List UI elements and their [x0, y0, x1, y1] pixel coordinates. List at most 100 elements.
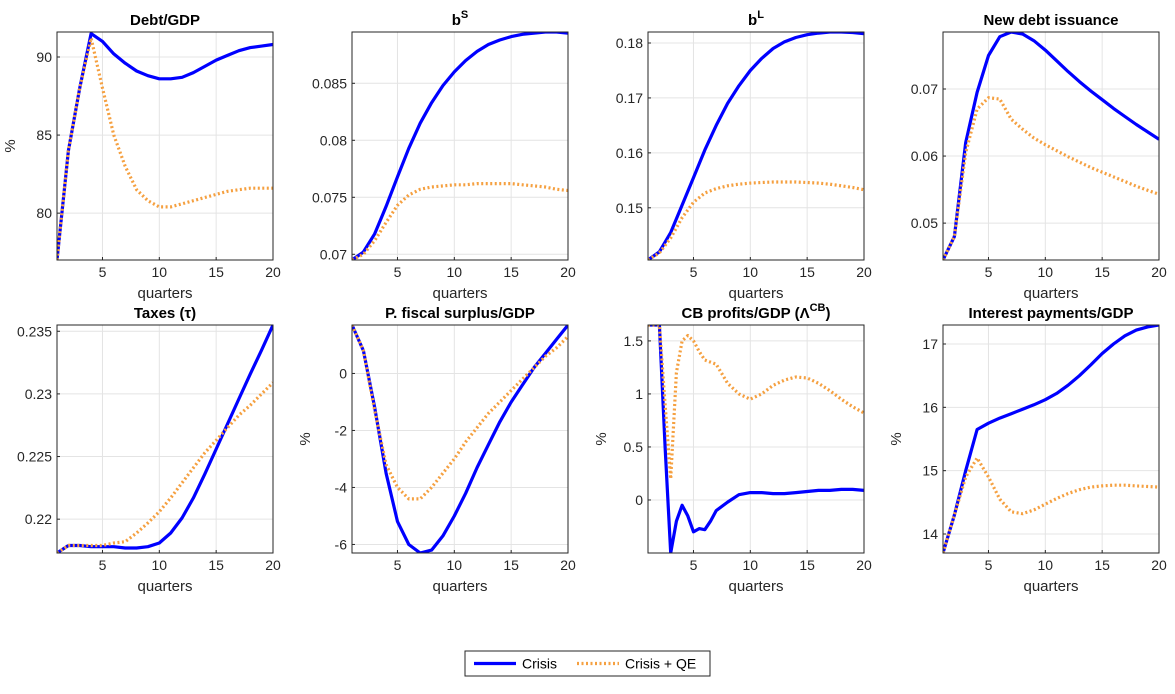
panel-2: 5 10 15 20 0.07 0.075 0.08 0.085 quarters bS: [312, 9, 576, 302]
x-tick-label: 10: [152, 557, 168, 573]
y-tick-label: 0.05: [911, 215, 938, 231]
x-tick-label: 5: [985, 264, 993, 280]
series-line-crisis: [57, 325, 273, 553]
y-tick-label: 1.5: [624, 333, 644, 349]
series-line-crisis: [57, 32, 273, 260]
series-line-crisis: [352, 32, 568, 260]
x-axis-label: quarters: [137, 285, 192, 302]
y-tick-label: 0.075: [312, 189, 347, 205]
panel-8: 5 10 15 20 14 15 16 17 quarters% Interest payment…: [888, 305, 1167, 595]
y-tick-label: 0.17: [616, 90, 643, 106]
y-tick-label: -2: [335, 422, 348, 438]
series-group: [648, 32, 864, 260]
series-group: [648, 325, 864, 553]
x-tick-label: 15: [1094, 264, 1110, 280]
panel-4: 5 10 15 20 0.05 0.06 0.07 quarters New debt issu…: [911, 12, 1167, 302]
y-tick-label: -6: [335, 536, 348, 552]
series-line-crisis: [943, 32, 1159, 260]
y-tick-label: 0.085: [312, 75, 347, 91]
series-line-crisis-qe: [57, 381, 273, 553]
series-line-crisis-qe: [648, 180, 864, 260]
x-axis-label: quarters: [432, 285, 487, 302]
axes-box: [351, 31, 569, 261]
x-tick-label: 15: [208, 264, 224, 280]
x-tick-label: 20: [1151, 557, 1167, 573]
y-tick-label: 0.5: [624, 439, 644, 455]
panel-title: New debt issuance: [983, 12, 1118, 29]
legend-label-crisis: Crisis: [522, 656, 557, 672]
series-line-crisis-qe: [352, 182, 568, 260]
x-tick-label: 15: [208, 557, 224, 573]
panel-title: P. fiscal surplus/GDP: [385, 305, 535, 322]
series-line-crisis: [648, 32, 864, 260]
x-tick-label: 5: [99, 264, 107, 280]
y-tick-label: 0.07: [320, 246, 347, 262]
y-tick-label: 17: [922, 336, 938, 352]
x-tick-label: 5: [985, 557, 993, 573]
series-line-crisis-qe: [943, 96, 1159, 260]
y-tick-label: 0.08: [320, 132, 347, 148]
y-axis-label: %: [297, 432, 314, 445]
panel-6: 5 10 15 20 -6 -4 -2 0 quarters% P. fiscal surplus…: [297, 305, 576, 595]
x-tick-label: 5: [690, 264, 698, 280]
y-tick-label: -4: [335, 479, 348, 495]
x-axis-label: quarters: [432, 578, 487, 595]
panel-1: 5 10 15 20 80 85 90 quarters% Debt/GDP: [2, 12, 281, 302]
panel-title: CB profits/GDP (ΛCB): [682, 302, 831, 322]
series-group: [352, 32, 568, 260]
x-tick-label: 15: [799, 557, 815, 573]
legend: Crisis Crisis + QE: [464, 650, 711, 677]
x-tick-label: 20: [856, 557, 872, 573]
y-tick-label: 0.07: [911, 81, 938, 97]
y-tick-label: 0: [635, 492, 643, 508]
x-tick-label: 5: [690, 557, 698, 573]
series-group: [943, 325, 1159, 553]
series-line-crisis-qe: [648, 325, 864, 481]
series-group: [943, 32, 1159, 260]
series-line-crisis-qe: [57, 36, 273, 260]
panel-7: 5 10 15 20 0 0.5 1 1.5 quarters% CB profits/GDP (…: [593, 302, 872, 595]
y-tick-label: 0.15: [616, 200, 643, 216]
x-tick-label: 20: [1151, 264, 1167, 280]
x-tick-label: 20: [265, 557, 281, 573]
y-tick-label: 15: [922, 463, 938, 479]
x-axis-label: quarters: [1023, 285, 1078, 302]
x-tick-label: 10: [1038, 557, 1054, 573]
y-axis-label: %: [2, 139, 19, 152]
x-axis-label: quarters: [1023, 578, 1078, 595]
x-tick-label: 15: [503, 264, 519, 280]
series-group: [352, 325, 568, 553]
panel-title: bS: [452, 9, 469, 29]
y-tick-label: 0.235: [17, 323, 52, 339]
x-tick-label: 10: [743, 557, 759, 573]
y-tick-label: 0.23: [25, 386, 52, 402]
x-tick-label: 10: [1038, 264, 1054, 280]
series-group: [57, 32, 273, 260]
y-tick-label: 90: [36, 49, 52, 65]
x-tick-label: 10: [743, 264, 759, 280]
x-axis-label: quarters: [728, 578, 783, 595]
axes-box: [942, 31, 1160, 261]
axes-box: [942, 324, 1160, 554]
axes-box: [647, 324, 865, 554]
y-tick-label: 1: [635, 386, 643, 402]
series-line-crisis: [943, 325, 1159, 553]
y-tick-label: 0.225: [17, 449, 52, 465]
y-tick-label: 16: [922, 399, 938, 415]
series-line-crisis-qe: [352, 325, 568, 501]
axes-box: [56, 324, 274, 554]
x-tick-label: 15: [799, 264, 815, 280]
x-tick-label: 5: [394, 557, 402, 573]
series-line-crisis: [352, 325, 568, 553]
panel-title: Debt/GDP: [130, 12, 200, 29]
axes-box: [56, 31, 274, 261]
legend-label-crisis-qe: Crisis + QE: [625, 656, 696, 672]
y-tick-label: 14: [922, 526, 938, 542]
panel-title: Taxes (τ): [134, 305, 196, 322]
x-tick-label: 10: [447, 264, 463, 280]
panel-5: 5 10 15 20 0.22 0.225 0.23 0.235 quarters Taxes (…: [17, 305, 281, 595]
y-axis-label: %: [888, 432, 905, 445]
axes-box: [351, 324, 569, 554]
x-tick-label: 15: [503, 557, 519, 573]
